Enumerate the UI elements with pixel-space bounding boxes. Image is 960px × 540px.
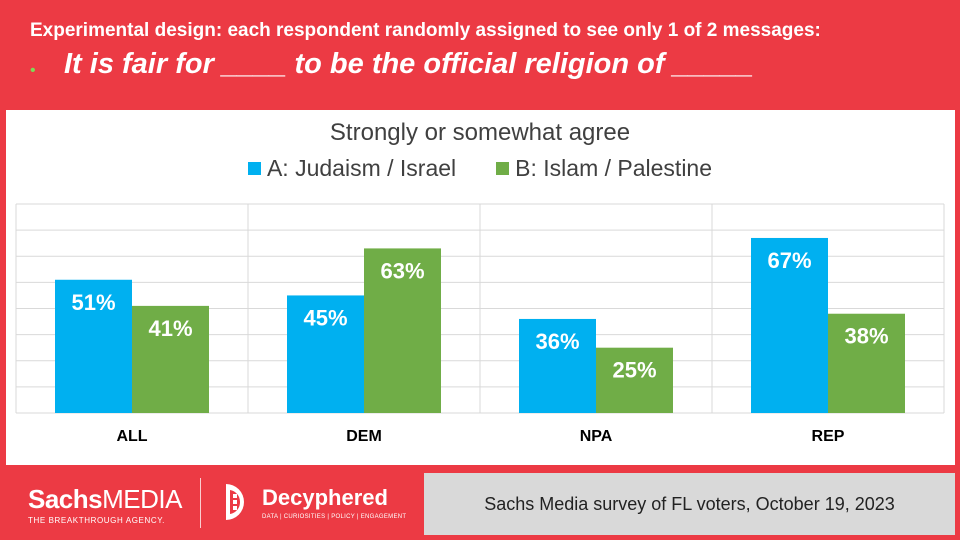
decyphered-logo-name: Decyphered xyxy=(262,484,388,510)
sachs-media-logo: SachsMEDIA THE BREAKTHROUGH AGENCY. xyxy=(28,484,182,525)
decyphered-logo: Decyphered DATA | CURIOSITIES | POLICY |… xyxy=(220,480,406,524)
legend-item-b: B: Islam / Palestine xyxy=(496,155,712,182)
bar-rep-a xyxy=(751,237,828,413)
legend-swatch-a xyxy=(247,162,261,175)
data-label: 36% xyxy=(535,329,579,354)
category-label: NPA xyxy=(580,428,613,445)
category-label: ALL xyxy=(116,428,147,445)
decyphered-logo-tagline: DATA | CURIOSITIES | POLICY | ENGAGEMENT xyxy=(262,513,407,520)
header-banner: Experimental design: each respondent ran… xyxy=(0,0,960,108)
bullet-icon: • xyxy=(30,62,36,79)
bar-rep-b xyxy=(828,313,905,413)
data-label: 45% xyxy=(303,305,347,330)
sachs-logo-bold: Sachs xyxy=(28,484,103,514)
chart-legend: A: Judaism / Israel B: Islam / Palestine xyxy=(0,155,960,182)
data-label: 63% xyxy=(380,258,424,283)
legend-swatch-b xyxy=(496,162,510,175)
source-note: Sachs Media survey of FL voters, October… xyxy=(484,493,895,514)
data-label: 41% xyxy=(148,316,192,341)
legend-label-b: B: Islam / Palestine xyxy=(515,155,713,181)
sachs-logo-regular: MEDIA xyxy=(102,484,182,514)
data-label: 38% xyxy=(844,324,888,349)
bar-all-b xyxy=(132,305,209,413)
chart-title: Strongly or somewhat agree xyxy=(329,119,631,146)
source-box: Sachs Media survey of FL voters, October… xyxy=(424,473,955,535)
headline: It is fair for ____ to be the official r… xyxy=(64,48,754,80)
legend-label-a: A: Judaism / Israel xyxy=(266,155,457,181)
category-label: REP xyxy=(812,428,845,445)
data-label: 25% xyxy=(612,358,656,383)
legend-item-a: A: Judaism / Israel xyxy=(247,155,457,182)
data-label: 67% xyxy=(767,248,811,273)
bar-all-a xyxy=(55,279,132,413)
bar-dem-a xyxy=(287,295,364,413)
data-label: 51% xyxy=(71,290,115,315)
sachs-logo-tagline: THE BREAKTHROUGH AGENCY. xyxy=(28,516,165,525)
decyphered-mark-icon xyxy=(226,484,244,520)
bar-npa-b xyxy=(596,347,673,413)
design-subtitle: Experimental design: each respondent ran… xyxy=(30,20,821,41)
category-label: DEM xyxy=(346,428,382,445)
logo-divider xyxy=(200,478,201,528)
bar-npa-a xyxy=(519,318,596,413)
bar-dem-b xyxy=(364,248,441,413)
